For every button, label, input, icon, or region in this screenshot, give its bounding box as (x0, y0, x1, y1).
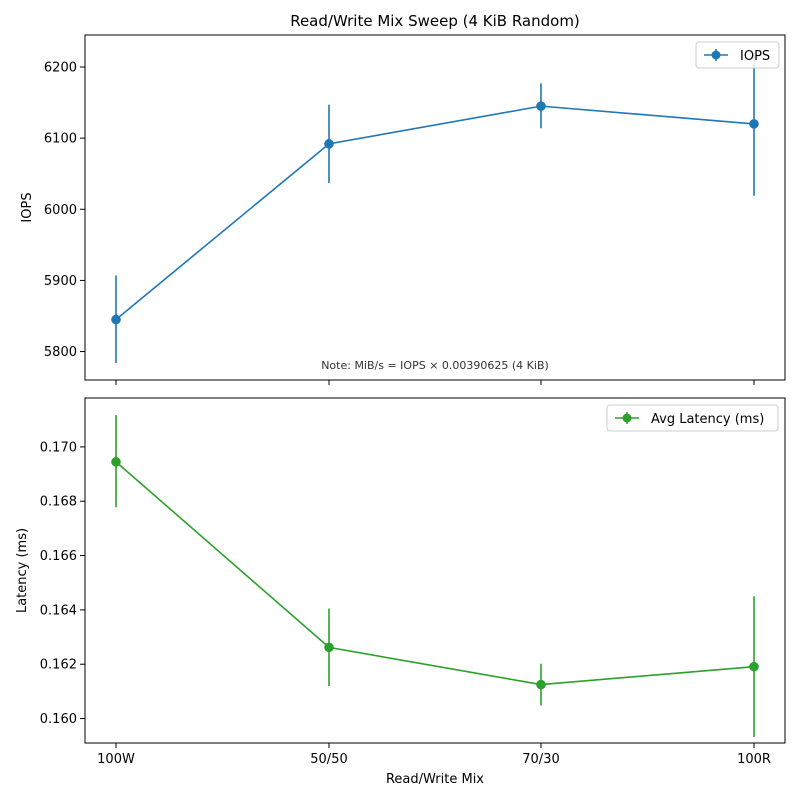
latency-y-tick-label: 0.166 (40, 549, 77, 564)
iops-data-point (749, 119, 759, 129)
latency-legend-label: Avg Latency (ms) (651, 412, 764, 427)
chart-title: Read/Write Mix Sweep (4 KiB Random) (290, 12, 580, 30)
latency-series (111, 415, 759, 738)
iops-legend-label: IOPS (740, 49, 770, 64)
iops-panel: 5800 5900 6000 6100 6200 IOPS Note: MiB/s = … (20, 34, 786, 385)
x-tick-label: 100W (97, 752, 135, 767)
x-tick-label: 100R (737, 752, 771, 767)
latency-plot-frame (84, 397, 786, 744)
latency-data-point (536, 679, 546, 690)
iops-data-point (324, 139, 334, 149)
x-axis-label: Read/Write Mix (386, 772, 484, 787)
iops-y-tick-label: 6200 (44, 61, 77, 76)
latency-panel: 0.160 0.162 0.164 0.166 0.168 0.170 100W 50/50… (15, 397, 786, 787)
iops-series-line (115, 105, 755, 321)
latency-x-ticks: 100W 50/50 70/30 100R (97, 743, 771, 767)
iops-series (111, 52, 759, 363)
latency-y-tick-label: 0.160 (40, 712, 77, 727)
latency-y-tick-label: 0.168 (40, 495, 77, 510)
latency-data-point (324, 642, 334, 653)
iops-legend-marker (711, 50, 721, 60)
latency-y-ticks: 0.160 0.162 0.164 0.166 0.168 0.170 (40, 440, 85, 727)
iops-y-tick-label: 5800 (44, 345, 77, 360)
iops-y-axis-label: IOPS (20, 192, 35, 222)
iops-legend-box (695, 41, 780, 69)
latency-data-point (111, 457, 121, 467)
latency-series-line (115, 461, 755, 686)
latency-y-axis-label: Latency (ms) (15, 528, 30, 613)
iops-x-ticks (115, 380, 755, 385)
iops-data-point (111, 314, 121, 325)
latency-y-tick-label: 0.170 (40, 440, 77, 455)
latency-data-point (749, 661, 759, 672)
iops-y-tick-label: 6000 (44, 203, 77, 218)
latency-y-tick-label: 0.164 (40, 603, 77, 618)
latency-legend: Avg Latency (ms) (606, 404, 779, 432)
latency-legend-box (606, 404, 779, 432)
conversion-note: Note: MiB/s = IOPS × 0.00390625 (4 KiB) (321, 359, 549, 372)
iops-y-tick-label: 5900 (44, 274, 77, 289)
x-tick-label: 70/30 (522, 752, 559, 767)
latency-legend-marker (622, 413, 632, 423)
iops-legend: IOPS (695, 41, 780, 69)
iops-plot-frame (84, 34, 786, 381)
latency-y-tick-label: 0.162 (40, 658, 77, 673)
iops-data-point (536, 101, 546, 111)
x-tick-label: 50/50 (310, 752, 347, 767)
iops-y-ticks: 5800 5900 6000 6100 6200 (44, 61, 85, 360)
iops-y-tick-label: 6100 (44, 132, 77, 147)
